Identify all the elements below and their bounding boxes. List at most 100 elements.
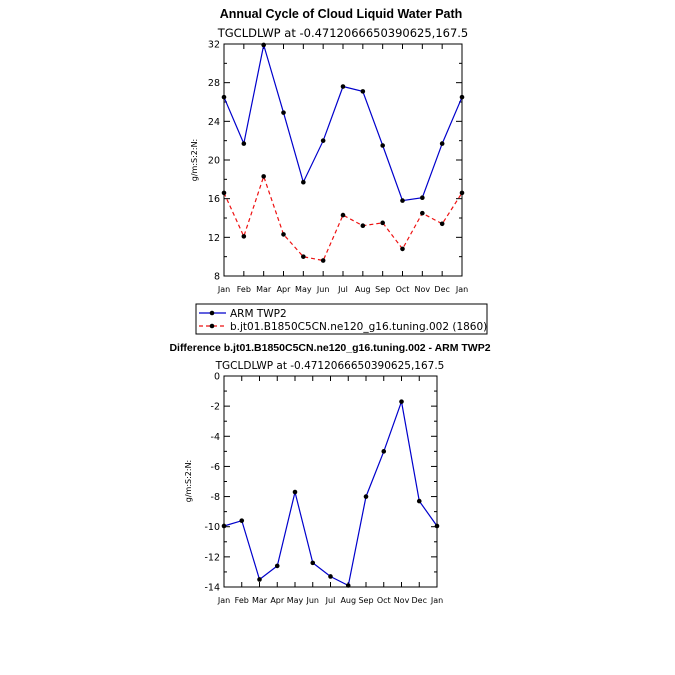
y-axis-label: g/m:S:2:N: [184,460,193,503]
x-ticks: Jan Feb Mar Apr May Jun Jul Aug Sep Oct Nov Dec Jan [217,44,468,294]
x-tick-label: Oct [377,596,391,605]
y-tick-label: -8 [211,492,220,503]
y-tick-label: 0 [214,372,220,383]
data-point [261,174,266,179]
chart-title: Difference b.jt01.B1850C5CN.ne120_g16.tu… [169,342,490,354]
y-tick-label: 28 [208,78,220,89]
data-point [239,518,245,523]
x-tick-label: Aug [340,596,356,605]
data-point [320,258,326,263]
chart-subtitle: TGCLDLWP at -0.4712066650390625,167.5 [215,360,445,372]
x-tick-label: Oct [396,285,410,294]
x-tick-label: Jun [306,596,320,605]
x-tick-label: Jan [430,596,443,605]
x-tick-label: Nov [415,285,431,294]
y-axis-label: g/m:S:2:N: [190,139,199,182]
data-point [328,574,333,579]
x-tick-label: Jul [325,596,336,605]
x-tick-label: May [287,596,304,605]
series-line-1 [223,174,463,262]
y-tick-label: 20 [208,156,220,167]
data-point [320,138,326,143]
y-tick-label: -14 [204,583,220,594]
data-point [459,94,465,100]
plot-frame [223,375,438,588]
y-tick-label: -6 [211,462,220,473]
y-tick-label: 16 [208,194,220,205]
annual-cycle-chart: Annual Cycle of Cloud Liquid Water Path … [190,7,468,294]
data-point [400,246,405,252]
series-layer [221,42,465,263]
x-tick-label: Apr [277,285,292,294]
data-point [301,254,306,259]
x-tick-label: Aug [355,285,371,294]
legend: ARM TWP2 b.jt01.B1850C5CN.ne120_g16.tuni… [195,303,488,335]
y-tick-label: -10 [204,522,220,533]
y-tick-label: 24 [208,117,220,128]
x-tick-label: Dec [412,596,427,605]
legend-marker-arm [209,310,215,316]
data-point [281,110,286,115]
chart-title: Annual Cycle of Cloud Liquid Water Path [220,7,463,21]
data-point [434,523,440,529]
data-point [281,232,286,237]
data-point [301,179,306,185]
data-point [257,577,262,582]
legend-label-arm: ARM TWP2 [230,308,287,320]
y-tick-label: 12 [208,233,220,244]
series-layer [221,399,440,588]
data-point [363,494,369,499]
data-point [274,563,280,569]
x-tick-label: Jan [455,285,468,294]
data-point [360,223,366,229]
data-point [360,89,366,94]
data-point [420,195,425,200]
data-point [381,449,387,454]
series-line-0 [223,399,438,587]
data-point [416,498,422,504]
x-tick-label: Sep [358,596,373,605]
legend-label-model: b.jt01.B1850C5CN.ne120_g16.tuning.002 (1… [230,321,487,333]
y-tick-label: -2 [211,402,220,413]
legend-box [195,303,488,335]
x-tick-label: Mar [252,596,268,605]
x-ticks: Jan Feb Mar Apr May Jun Jul Aug Sep Oct Nov Dec Jan [217,376,443,605]
data-point [292,489,298,495]
plot-frame [223,43,463,277]
data-point [380,143,385,148]
x-tick-label: Jul [337,285,348,294]
y-tick-label: 8 [214,272,220,283]
data-point [345,583,351,588]
data-point [241,234,247,239]
data-point [459,190,465,196]
difference-chart: Difference b.jt01.B1850C5CN.ne120_g16.tu… [169,342,490,605]
x-tick-label: Sep [375,285,390,294]
x-tick-label: May [295,285,312,294]
y-ticks: -14 -12 -10 -8 -6 -4 -2 0 [204,372,437,594]
data-point [221,94,227,100]
x-tick-label: Apr [270,596,285,605]
x-tick-label: Nov [394,596,410,605]
x-tick-label: Feb [235,596,249,605]
x-tick-label: Jan [217,285,230,294]
data-point [439,141,445,146]
x-tick-label: Jan [217,596,230,605]
x-tick-label: Mar [256,285,272,294]
data-point [340,84,346,89]
data-point [420,210,425,216]
data-point [439,221,445,227]
data-point [241,141,247,146]
x-tick-label: Feb [237,285,251,294]
data-point [399,399,404,404]
data-point [261,42,266,48]
data-point [221,190,227,196]
x-tick-label: Jun [316,285,330,294]
legend-marker-model [209,323,215,329]
chart-subtitle: TGCLDLWP at -0.4712066650390625,167.5 [217,26,469,40]
x-tick-label: Dec [434,285,449,294]
y-ticks: 8 12 16 20 24 28 32 [208,40,462,283]
y-tick-label: -12 [204,552,220,563]
data-point [400,198,405,203]
data-point [380,220,385,226]
